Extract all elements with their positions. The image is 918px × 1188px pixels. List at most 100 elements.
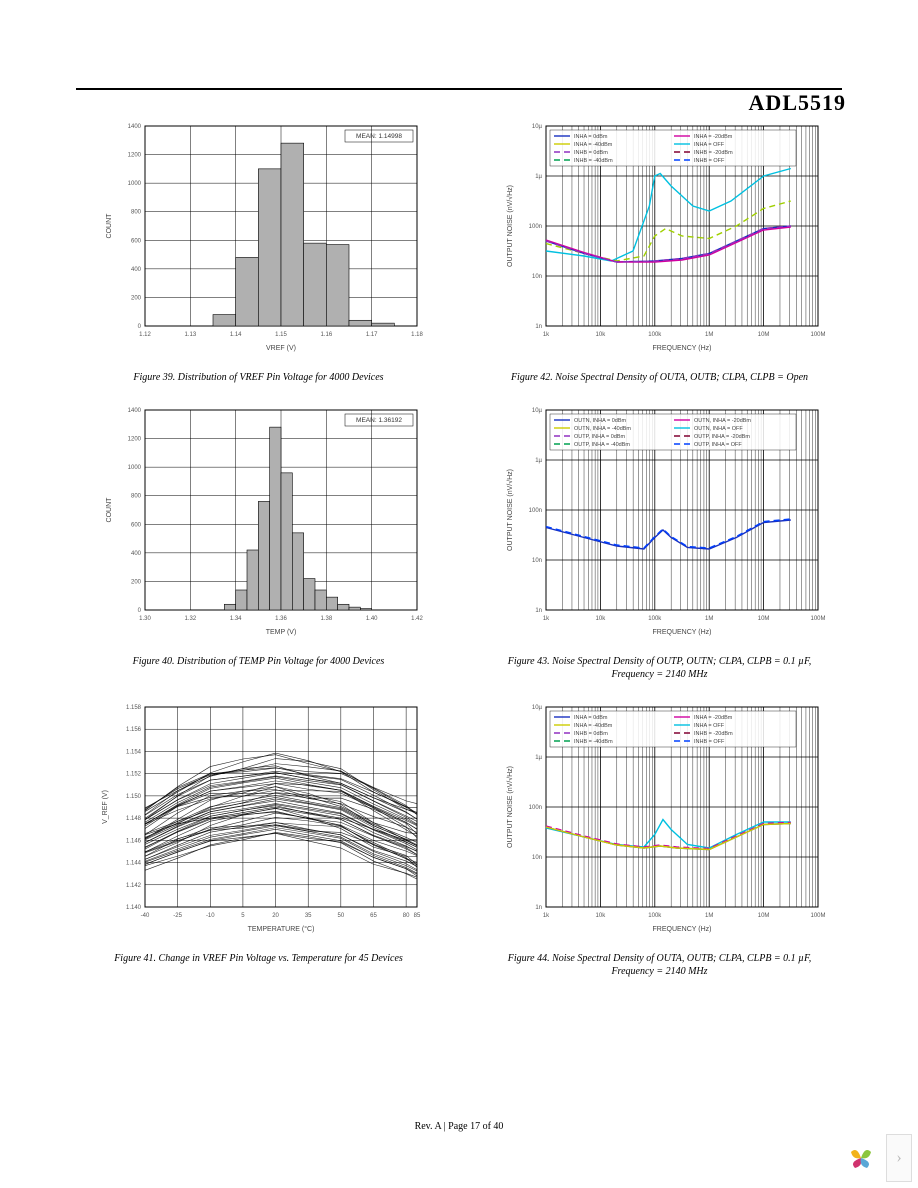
svg-text:1.16: 1.16	[320, 332, 332, 338]
svg-text:1k: 1k	[542, 913, 549, 919]
svg-text:COUNT: COUNT	[106, 497, 113, 523]
fig42-chart: 1k10k100k1M10M100M1n10n100n1µ10µINHA = 0…	[490, 116, 830, 356]
fig39-caption: Figure 39. Distribution of VREF Pin Volt…	[133, 371, 383, 384]
fig40-chart: 1.301.321.341.361.381.401.42020040060080…	[89, 400, 429, 640]
svg-text:-40: -40	[140, 913, 149, 919]
svg-text:1.150: 1.150	[125, 794, 141, 800]
svg-text:FREQUENCY (Hz): FREQUENCY (Hz)	[652, 926, 711, 933]
svg-text:OUTN, INHA = -40dBm: OUTN, INHA = -40dBm	[574, 426, 631, 432]
svg-text:1.12: 1.12	[139, 332, 151, 338]
svg-text:INHB = 0dBm: INHB = 0dBm	[574, 731, 608, 737]
svg-text:10M: 10M	[757, 332, 769, 338]
svg-text:OUTN, INHA = 0dBm: OUTN, INHA = 0dBm	[574, 418, 627, 424]
svg-text:10M: 10M	[757, 913, 769, 919]
svg-text:1.40: 1.40	[365, 616, 377, 622]
svg-text:INHB = 0dBm: INHB = 0dBm	[574, 150, 608, 156]
svg-text:1400: 1400	[127, 408, 141, 414]
svg-text:INHB = OFF: INHB = OFF	[694, 158, 725, 164]
svg-text:1.15: 1.15	[275, 332, 287, 338]
svg-text:1n: 1n	[535, 608, 542, 614]
fig40-caption: Figure 40. Distribution of TEMP Pin Volt…	[133, 655, 385, 668]
svg-text:INHB = -20dBm: INHB = -20dBm	[694, 731, 733, 737]
svg-text:80: 80	[402, 913, 409, 919]
svg-text:65: 65	[370, 913, 377, 919]
svg-text:200: 200	[130, 295, 141, 301]
svg-text:1.42: 1.42	[411, 616, 423, 622]
svg-text:1µ: 1µ	[535, 458, 542, 464]
svg-text:35: 35	[304, 913, 311, 919]
part-number: ADL5519	[749, 90, 846, 116]
svg-text:INHA = 0dBm: INHA = 0dBm	[574, 715, 608, 721]
svg-text:1.14: 1.14	[229, 332, 241, 338]
svg-text:100k: 100k	[648, 332, 662, 338]
svg-text:INHB = -40dBm: INHB = -40dBm	[574, 158, 613, 164]
fig41-cell: -40-25-1052035506580851.1401.1421.1441.1…	[76, 697, 441, 978]
svg-text:VREF (V): VREF (V)	[266, 345, 296, 352]
svg-text:MEAN: 1.36192: MEAN: 1.36192	[356, 417, 402, 424]
svg-text:1000: 1000	[127, 465, 141, 471]
fig41-caption: Figure 41. Change in VREF Pin Voltage vs…	[114, 952, 403, 965]
svg-text:-25: -25	[173, 913, 182, 919]
svg-text:1n: 1n	[535, 324, 542, 330]
svg-text:100M: 100M	[810, 332, 825, 338]
svg-text:INHB = -20dBm: INHB = -20dBm	[694, 150, 733, 156]
svg-text:1M: 1M	[705, 616, 713, 622]
viewer-nav: ›	[844, 1134, 912, 1182]
svg-text:OUTP, INHA = 0dBm: OUTP, INHA = 0dBm	[574, 434, 626, 440]
fig42-caption: Figure 42. Noise Spectral Density of OUT…	[511, 371, 808, 384]
svg-text:1200: 1200	[127, 437, 141, 443]
svg-text:-10: -10	[205, 913, 214, 919]
svg-text:INHA = -40dBm: INHA = -40dBm	[574, 142, 613, 148]
svg-text:1.30: 1.30	[139, 616, 151, 622]
svg-text:FREQUENCY (Hz): FREQUENCY (Hz)	[652, 629, 711, 636]
header-rule: ADL5519	[76, 62, 842, 90]
svg-text:OUTPUT NOISE (nV/√Hz): OUTPUT NOISE (nV/√Hz)	[506, 766, 514, 848]
fig44-caption: Figure 44. Noise Spectral Density of OUT…	[490, 952, 830, 978]
svg-text:600: 600	[130, 522, 141, 528]
svg-text:OUTPUT NOISE (nV/√Hz): OUTPUT NOISE (nV/√Hz)	[506, 185, 514, 267]
svg-text:0: 0	[137, 608, 141, 614]
svg-text:100k: 100k	[648, 913, 662, 919]
svg-text:1.144: 1.144	[125, 861, 141, 867]
svg-text:INHB = OFF: INHB = OFF	[694, 739, 725, 745]
viewer-logo-icon	[844, 1141, 878, 1175]
svg-text:10n: 10n	[531, 855, 541, 861]
svg-text:INHA = -40dBm: INHA = -40dBm	[574, 723, 613, 729]
fig43-chart: 1k10k100k1M10M100M1n10n100n1µ10µOUTN, IN…	[490, 400, 830, 640]
svg-text:1M: 1M	[705, 913, 713, 919]
svg-text:COUNT: COUNT	[106, 213, 113, 239]
svg-text:OUTP, INHA = OFF: OUTP, INHA = OFF	[694, 442, 742, 448]
figure-grid: 1.121.131.141.151.161.171.18020040060080…	[76, 116, 842, 978]
svg-text:10n: 10n	[531, 274, 541, 280]
svg-text:10n: 10n	[531, 558, 541, 564]
svg-text:10µ: 10µ	[531, 705, 542, 711]
svg-text:INHA = -20dBm: INHA = -20dBm	[694, 715, 733, 721]
svg-text:1.34: 1.34	[229, 616, 241, 622]
svg-text:OUTP, INHA = -20dBm: OUTP, INHA = -20dBm	[694, 434, 750, 440]
svg-text:1.140: 1.140	[125, 905, 141, 911]
svg-text:100k: 100k	[648, 616, 662, 622]
svg-text:INHA = 0dBm: INHA = 0dBm	[574, 134, 608, 140]
svg-text:800: 800	[130, 210, 141, 216]
svg-text:1.156: 1.156	[125, 727, 141, 733]
svg-text:1µ: 1µ	[535, 174, 542, 180]
fig39-cell: 1.121.131.141.151.161.171.18020040060080…	[76, 116, 441, 384]
next-page-button[interactable]: ›	[886, 1134, 912, 1182]
svg-text:10k: 10k	[595, 332, 606, 338]
svg-text:FREQUENCY (Hz): FREQUENCY (Hz)	[652, 345, 711, 352]
svg-text:100M: 100M	[810, 616, 825, 622]
svg-text:1200: 1200	[127, 153, 141, 159]
svg-text:10M: 10M	[757, 616, 769, 622]
svg-text:1.146: 1.146	[125, 838, 141, 844]
fig44-cell: 1k10k100k1M10M100M1n10n100n1µ10µINHA = 0…	[477, 697, 842, 978]
svg-text:1.158: 1.158	[125, 705, 141, 711]
svg-text:MEAN: 1.14998: MEAN: 1.14998	[356, 133, 402, 140]
fig42-cell: 1k10k100k1M10M100M1n10n100n1µ10µINHA = 0…	[477, 116, 842, 384]
svg-text:10µ: 10µ	[531, 408, 542, 414]
datasheet-page: ADL5519 1.121.131.141.151.161.171.180200…	[76, 62, 842, 978]
svg-text:400: 400	[130, 551, 141, 557]
svg-text:TEMPERATURE (°C): TEMPERATURE (°C)	[247, 925, 314, 933]
fig41-chart: -40-25-1052035506580851.1401.1421.1441.1…	[89, 697, 429, 937]
svg-text:1000: 1000	[127, 181, 141, 187]
svg-text:V_REF (V): V_REF (V)	[102, 790, 109, 824]
